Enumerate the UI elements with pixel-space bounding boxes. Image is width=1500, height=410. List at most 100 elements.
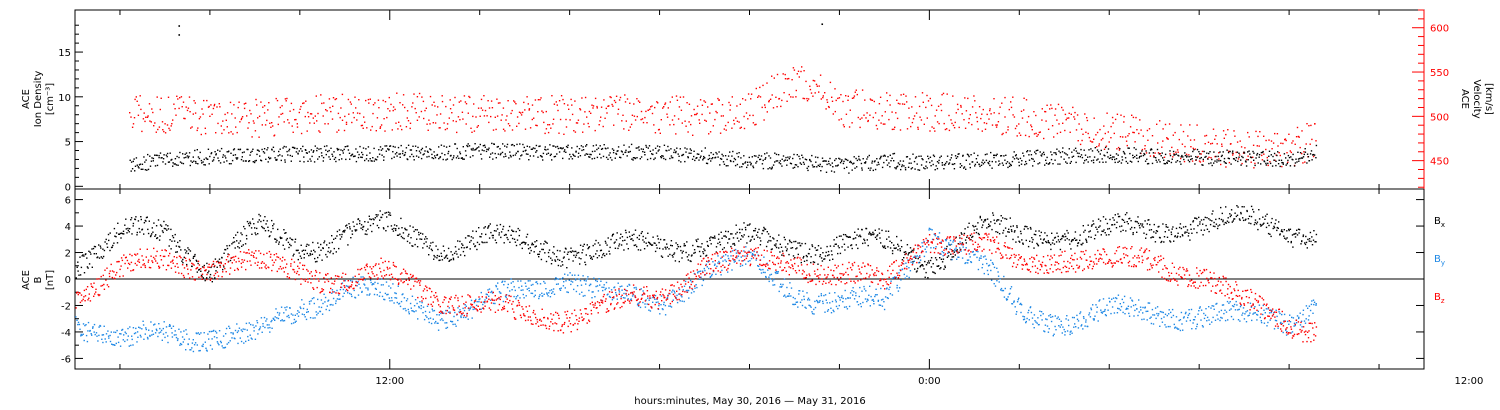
point-bx <box>511 237 514 240</box>
point-by <box>320 306 323 309</box>
point-bx <box>770 248 773 251</box>
point-density <box>506 146 508 148</box>
point-bx <box>219 264 221 267</box>
point-density <box>434 157 437 159</box>
point-density <box>775 153 778 156</box>
point-density <box>407 144 410 146</box>
point-density <box>896 166 898 168</box>
b-tick-label: -6 <box>61 354 71 365</box>
point-bx <box>229 259 232 262</box>
point-velocity <box>1204 143 1206 145</box>
point-density <box>1206 152 1208 154</box>
point-density <box>893 152 896 155</box>
point-velocity <box>688 103 691 105</box>
point-density <box>855 157 857 160</box>
point-bx <box>279 236 281 238</box>
point-by <box>266 318 268 320</box>
point-bx <box>129 228 131 230</box>
point-bx <box>683 245 685 247</box>
point-bx <box>926 262 929 264</box>
point-density <box>675 150 677 153</box>
point-bx <box>746 242 748 244</box>
point-bx <box>972 224 974 227</box>
point-by <box>183 338 186 341</box>
point-bx <box>1083 231 1085 233</box>
point-density <box>1035 153 1037 155</box>
point-density <box>156 164 159 167</box>
point-by <box>155 328 158 330</box>
point-velocity <box>305 100 307 102</box>
point-by <box>178 328 180 330</box>
point-bx <box>1192 221 1194 223</box>
point-bx <box>143 233 145 235</box>
point-velocity <box>854 91 856 93</box>
point-bx <box>681 257 683 259</box>
point-density <box>1190 155 1192 157</box>
point-velocity <box>1247 155 1249 157</box>
point-density <box>151 157 153 159</box>
point-velocity <box>1204 135 1206 137</box>
point-bx <box>1258 218 1261 220</box>
point-density <box>448 145 451 147</box>
point-by <box>220 341 222 344</box>
point-by <box>444 322 446 324</box>
point-density <box>903 165 905 167</box>
point-bx <box>543 243 545 245</box>
point-velocity <box>1138 132 1140 135</box>
point-bx <box>765 245 768 248</box>
point-density <box>582 149 585 151</box>
point-density <box>510 156 512 158</box>
point-density <box>689 148 691 150</box>
point-bx <box>75 277 77 279</box>
point-by <box>114 331 117 334</box>
point-velocity <box>736 105 738 107</box>
point-bx <box>1311 236 1313 238</box>
point-bx <box>480 236 482 238</box>
point-density <box>1171 158 1173 160</box>
point-density <box>607 158 609 160</box>
point-bx <box>432 241 434 244</box>
point-bx <box>141 228 144 230</box>
point-by <box>169 325 171 327</box>
b-tick-label: 6 <box>65 196 71 207</box>
point-velocity <box>609 96 611 98</box>
point-velocity <box>596 105 598 108</box>
point-velocity <box>269 122 271 124</box>
point-density <box>1119 148 1121 150</box>
point-velocity <box>1147 139 1149 141</box>
point-velocity <box>795 96 797 98</box>
point-density <box>946 161 948 163</box>
point-bx <box>1263 222 1265 224</box>
point-velocity <box>729 109 731 111</box>
point-bx <box>736 231 738 234</box>
point-bx <box>1253 223 1256 226</box>
point-by <box>285 309 287 311</box>
point-by <box>158 323 160 325</box>
point-by <box>303 303 305 305</box>
point-density <box>1211 158 1213 161</box>
point-bx <box>725 236 727 238</box>
point-velocity <box>1286 152 1288 154</box>
point-by <box>454 311 456 314</box>
point-density <box>923 167 925 169</box>
point-bx <box>1026 226 1028 228</box>
point-bx <box>833 239 835 241</box>
point-density <box>1045 162 1048 164</box>
point-velocity <box>1308 125 1310 127</box>
point-density <box>883 154 886 156</box>
point-bx <box>483 227 485 229</box>
point-density <box>906 156 909 158</box>
point-velocity <box>571 113 574 116</box>
point-density <box>1021 160 1023 162</box>
point-by <box>142 320 144 322</box>
x-tick-label: 12:00 <box>1455 376 1484 387</box>
point-density <box>404 154 406 156</box>
point-bx <box>700 246 702 248</box>
point-velocity <box>644 116 646 119</box>
point-bx <box>117 222 119 224</box>
point-bx <box>1294 233 1296 235</box>
point-velocity <box>853 95 856 97</box>
point-velocity <box>1073 116 1075 118</box>
point-density <box>199 151 201 154</box>
point-velocity <box>984 128 987 130</box>
